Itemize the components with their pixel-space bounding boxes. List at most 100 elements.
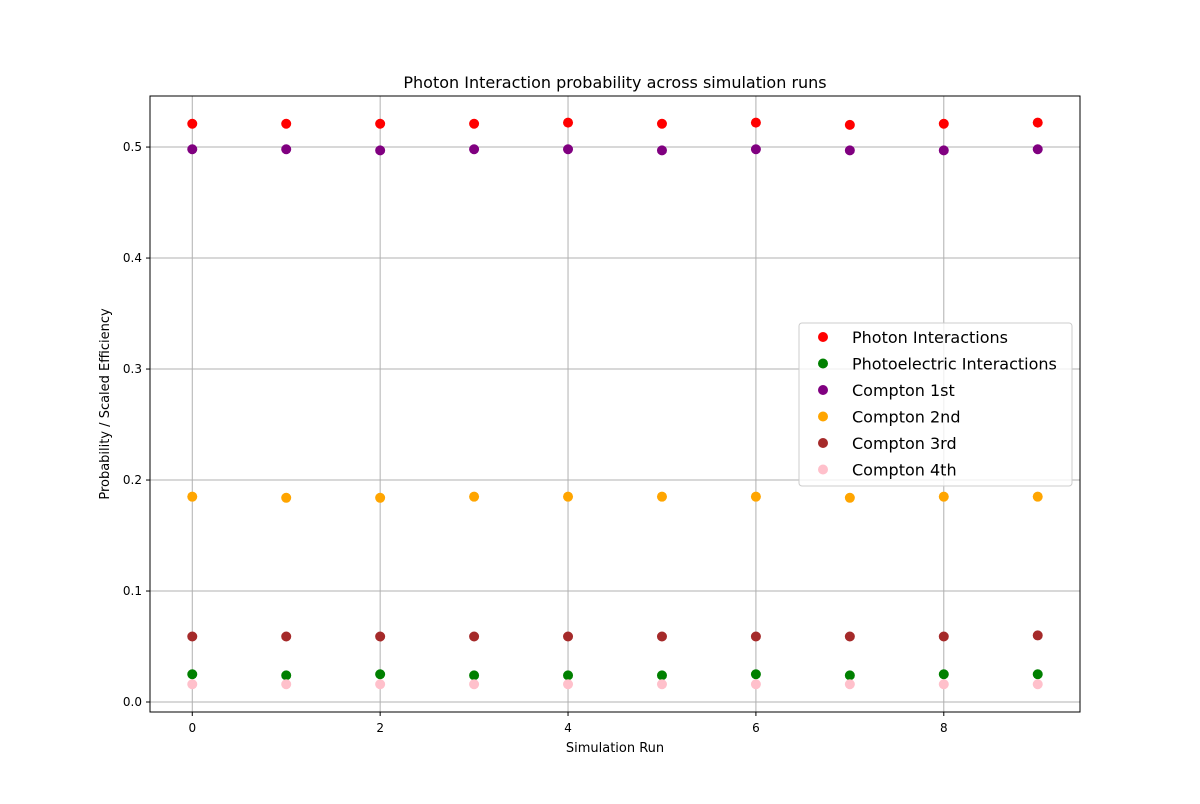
legend-marker — [818, 332, 828, 342]
y-tick-label: 0.2 — [123, 473, 142, 487]
data-point — [938, 679, 949, 690]
legend-item: Compton 3rd — [818, 434, 957, 453]
data-point — [938, 118, 949, 129]
data-point — [469, 631, 480, 642]
legend-item: Compton 2nd — [818, 408, 960, 427]
data-point — [1032, 630, 1043, 641]
series-photoelectric-interactions — [187, 669, 1043, 681]
axis-ticks: 0 2 4 6 8 0.0 0.1 0.2 0.3 0.4 0.5 — [123, 140, 948, 735]
data-point — [844, 492, 855, 503]
legend-label: Photoelectric Interactions — [852, 355, 1057, 374]
legend-marker — [818, 438, 828, 448]
legend-label: Compton 3rd — [852, 434, 957, 453]
series-compton-2nd — [187, 491, 1043, 503]
data-point — [281, 631, 292, 642]
data-point — [844, 145, 855, 156]
legend-label: Compton 1st — [852, 381, 955, 400]
data-point — [375, 118, 386, 129]
data-point — [187, 669, 198, 680]
data-point — [469, 491, 480, 502]
x-tick-label: 0 — [188, 721, 196, 735]
data-point — [844, 119, 855, 130]
data-point — [844, 631, 855, 642]
x-axis-label: Simulation Run — [566, 741, 664, 756]
data-point — [563, 679, 574, 690]
data-points — [187, 117, 1043, 690]
data-point — [469, 670, 480, 681]
data-point — [563, 670, 574, 681]
chart-title: Photon Interaction probability across si… — [403, 73, 826, 92]
series-compton-1st — [187, 144, 1043, 156]
y-axis-label: Probability / Scaled Efficiency — [98, 308, 113, 500]
legend-label: Compton 2nd — [852, 408, 960, 427]
legend-label: Photon Interactions — [852, 328, 1008, 347]
data-point — [1032, 679, 1043, 690]
data-point — [187, 491, 198, 502]
data-point — [281, 670, 292, 681]
data-point — [656, 631, 667, 642]
legend-marker — [818, 411, 828, 422]
data-point — [1032, 491, 1043, 502]
legend-marker — [818, 385, 828, 395]
data-point — [563, 491, 574, 502]
data-point — [375, 145, 386, 156]
y-tick-label: 0.1 — [123, 584, 142, 598]
data-point — [656, 118, 667, 129]
data-point — [375, 631, 386, 642]
data-point — [656, 670, 667, 681]
data-point — [656, 491, 667, 502]
legend-item: Compton 1st — [818, 381, 955, 400]
data-point — [563, 144, 574, 155]
x-tick-label: 6 — [752, 721, 760, 735]
data-point — [656, 145, 667, 156]
data-point — [281, 679, 292, 690]
y-tick-label: 0.4 — [123, 251, 142, 265]
x-tick-label: 2 — [376, 721, 384, 735]
series-photon-interactions — [187, 117, 1043, 130]
data-point — [375, 669, 386, 680]
data-point — [469, 679, 480, 690]
data-point — [750, 491, 761, 502]
data-point — [281, 144, 292, 155]
data-point — [750, 117, 761, 128]
legend-label: Compton 4th — [852, 461, 957, 480]
series-compton-3rd — [187, 630, 1043, 642]
data-point — [187, 679, 198, 690]
data-point — [563, 117, 574, 128]
data-point — [1032, 117, 1043, 128]
data-point — [281, 492, 292, 503]
legend-marker — [818, 464, 828, 475]
data-point — [844, 679, 855, 690]
x-tick-label: 4 — [564, 721, 572, 735]
legend-item: Photoelectric Interactions — [818, 355, 1057, 374]
legend-item: Photon Interactions — [818, 328, 1008, 347]
data-point — [187, 631, 198, 642]
data-point — [375, 492, 386, 503]
data-point — [938, 631, 949, 642]
data-point — [750, 669, 761, 680]
data-point — [656, 679, 667, 690]
legend: Photon Interactions Photoelectric Interac… — [798, 322, 1073, 487]
data-point — [187, 144, 198, 155]
data-point — [938, 669, 949, 680]
data-point — [750, 144, 761, 155]
data-point — [938, 491, 949, 502]
data-point — [281, 118, 292, 129]
y-tick-label: 0.5 — [123, 140, 142, 154]
data-point — [563, 631, 574, 642]
legend-marker — [818, 358, 828, 369]
series-compton-4th — [187, 679, 1043, 690]
data-point — [375, 679, 386, 690]
legend-item: Compton 4th — [818, 461, 957, 480]
data-point — [844, 670, 855, 681]
x-tick-label: 8 — [940, 721, 948, 735]
data-point — [938, 145, 949, 156]
plot-area — [149, 95, 1081, 713]
y-tick-label: 0.3 — [123, 362, 142, 376]
y-tick-label: 0.0 — [123, 695, 142, 709]
data-point — [750, 631, 761, 642]
data-point — [469, 144, 480, 155]
data-point — [1032, 144, 1043, 155]
